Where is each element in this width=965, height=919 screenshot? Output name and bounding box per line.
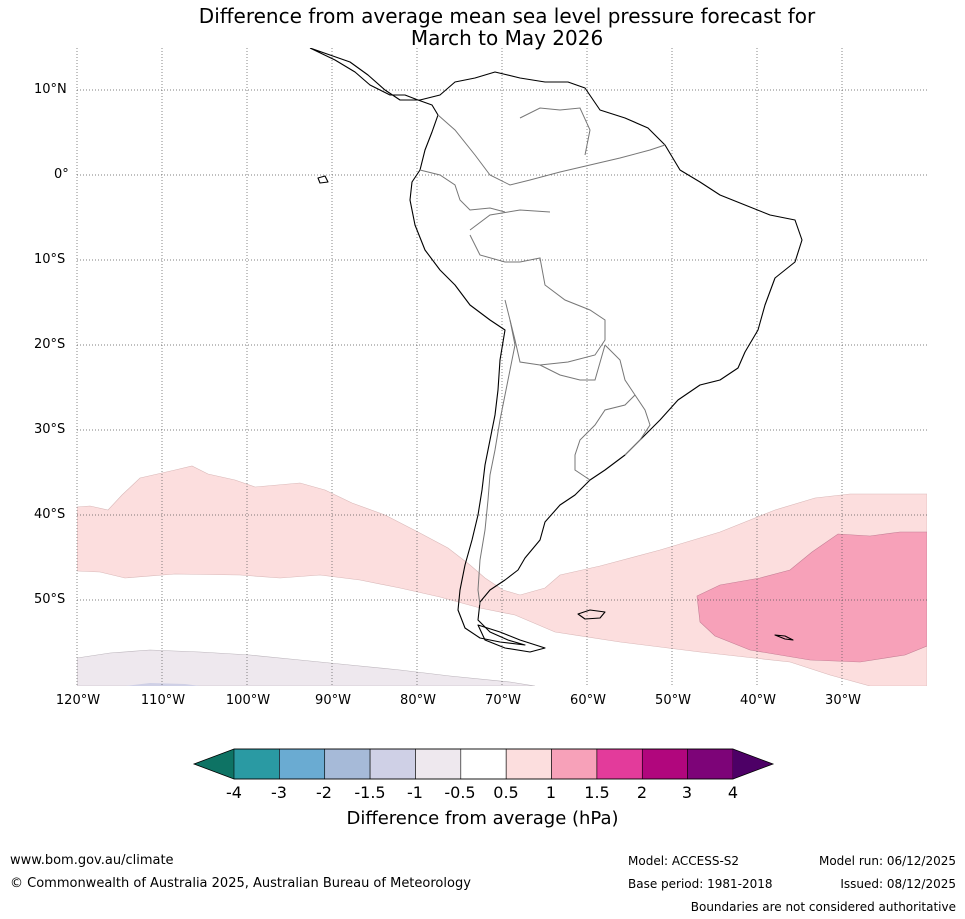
lon-label-100w: 100°W [225,693,271,708]
colorbar-tick: -1 [407,783,423,802]
positive-anomaly-core [696,531,927,663]
lat-label-10n: 10°N [34,82,67,97]
colorbar-tick: 2 [636,783,648,802]
lon-label-50w: 50°W [655,693,691,708]
colorbar-tick: -0.5 [444,783,476,802]
title-line-2: March to May 2026 [410,26,604,50]
boundaries-disclaimer: Boundaries are not considered authoritat… [690,900,956,914]
graticule [76,48,927,686]
colorbar-swatch [324,748,371,780]
lon-label-40w: 40°W [740,693,776,708]
lat-label-20s: 20°S [34,337,66,352]
country-borders [419,107,666,606]
lon-label-120w: 120°W [55,693,101,708]
lat-label-0: 0° [54,167,69,182]
colorbar-title: Difference from average (hPa) [346,808,619,829]
model-run-text: Model run: 06/12/2025 [818,854,956,868]
colorbar [192,748,775,780]
lon-label-70w: 70°W [485,693,521,708]
colorbar-tick: -2 [316,783,332,802]
copyright-text: © Commonwealth of Australia 2025, Austra… [10,876,471,891]
colorbar-swatch [687,748,734,780]
colorbar-tick: -4 [226,783,242,802]
lon-label-30w: 30°W [825,693,861,708]
colorbar-swatch [551,748,598,780]
anomaly-fields [77,465,927,686]
colorbar-tick: -1.5 [354,783,386,802]
lon-label-90w: 90°W [315,693,351,708]
colorbar-tick: 1 [545,783,557,802]
base-period-text: Base period: 1981-2018 [628,877,773,891]
website-link[interactable]: www.bom.gov.au/climate [10,853,174,868]
coastline [309,48,803,653]
colorbar-tick: 4 [727,783,739,802]
colorbar-min-extension [194,749,234,779]
negative-anomaly-south [77,649,536,686]
model-text: Model: ACCESS-S2 [628,854,740,868]
colorbar-tick: 1.5 [584,783,610,802]
colorbar-swatch [596,748,643,780]
lon-label-80w: 80°W [400,693,436,708]
colorbar-swatch [460,748,507,780]
south-america-coast [309,48,803,646]
lat-label-50s: 50°S [34,592,66,607]
colorbar-swatch [233,748,280,780]
negative-anomaly-patch [125,683,200,686]
colorbar-tick: 3 [681,783,693,802]
falkland-islands [577,609,606,620]
colorbar-swatch [415,748,462,780]
lon-label-110w: 110°W [140,693,186,708]
lon-label-60w: 60°W [570,693,606,708]
lat-label-40s: 40°S [34,507,66,522]
colorbar-swatch [279,748,326,780]
issued-text: Issued: 08/12/2025 [840,877,956,891]
colorbar-tick: -3 [271,783,287,802]
south-georgia [774,634,794,641]
lat-label-30s: 30°S [34,422,66,437]
colorbar-swatch [641,748,688,780]
tierra-del-fuego [477,624,546,653]
lat-label-10s: 10°S [34,252,66,267]
colorbar-tick: 0.5 [493,783,519,802]
colorbar-swatch [505,748,552,780]
galapagos [317,175,329,184]
colorbar-max-extension [733,749,773,779]
title-line-1: Difference from average mean sea level p… [198,4,816,28]
colorbar-swatch [369,748,416,780]
